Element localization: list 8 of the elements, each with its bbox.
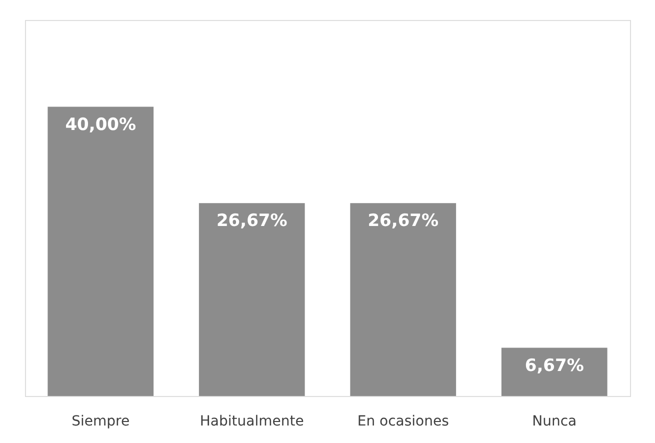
data-label: 40,00% xyxy=(65,114,136,135)
data-label: 26,67% xyxy=(216,211,288,232)
x-tick-label: En ocasiones xyxy=(357,414,449,430)
x-tick-label: Siempre xyxy=(72,414,130,430)
data-label: 26,67% xyxy=(368,211,439,232)
x-tick-label: Habitualmente xyxy=(200,414,304,430)
x-tick-label: Nunca xyxy=(532,414,577,430)
data-label: 6,67% xyxy=(524,356,584,376)
